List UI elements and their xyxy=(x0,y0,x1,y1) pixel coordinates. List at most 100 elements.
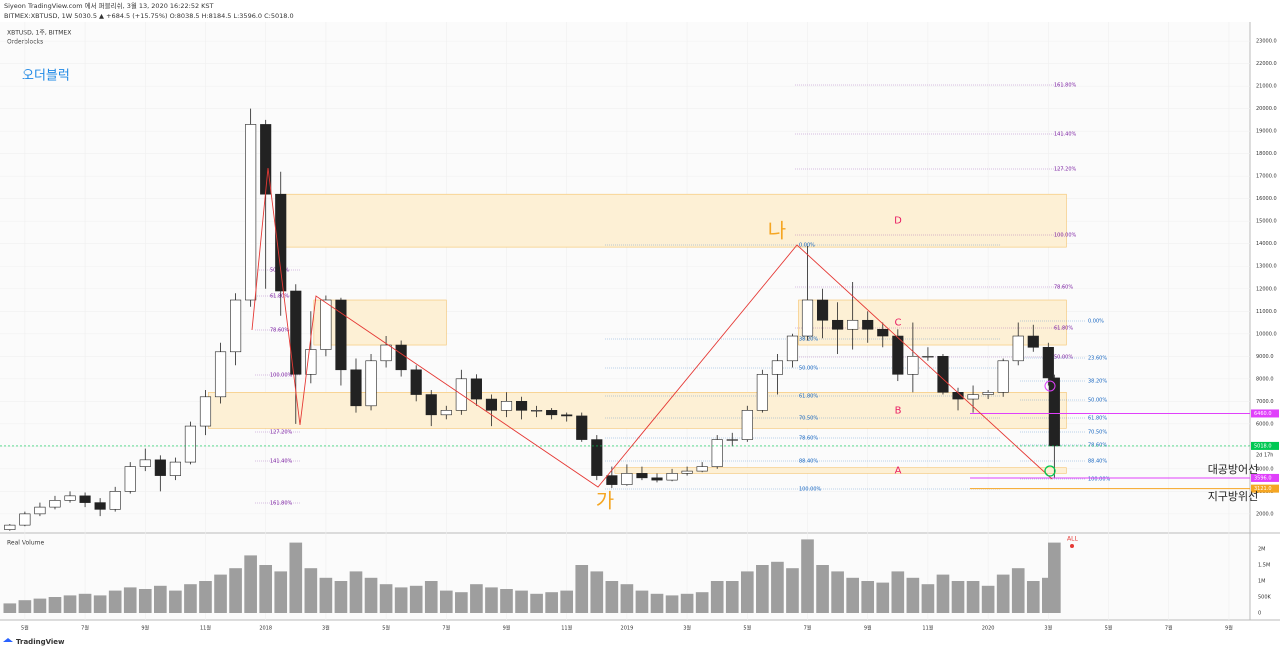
annotation: 지구방위선 xyxy=(1208,490,1259,503)
candle-body xyxy=(832,319,844,330)
volume-bar xyxy=(575,565,589,613)
candle-body xyxy=(741,410,753,440)
candle-body xyxy=(892,335,904,375)
badge-dot xyxy=(1070,544,1074,548)
volume-bar xyxy=(560,590,574,613)
y-tick-label: 15000.0 xyxy=(1256,219,1277,225)
candle-body xyxy=(771,360,783,375)
candle-body xyxy=(651,477,663,481)
candle-body xyxy=(1048,377,1060,447)
x-tick-label: 3월 xyxy=(1044,625,1052,632)
volume-bar xyxy=(334,581,348,613)
fib-label: 88.40% xyxy=(1088,459,1107,465)
volume-bar xyxy=(108,590,122,613)
volume-tick-label: 0 xyxy=(1258,611,1261,617)
fib-label: 61.80% xyxy=(270,294,289,300)
volume-bar xyxy=(620,584,634,613)
fib-label: 0.00% xyxy=(799,243,815,249)
y-tick-label: 11000.0 xyxy=(1256,309,1277,315)
volume-bar xyxy=(1026,581,1040,613)
fib-label: 161.80% xyxy=(1054,83,1076,89)
x-tick-label: 2020 xyxy=(982,626,995,632)
y-tick-label: 10000.0 xyxy=(1256,331,1277,337)
logo xyxy=(3,638,13,642)
y-tick-label: 16000.0 xyxy=(1256,196,1277,202)
x-tick-label: 7월 xyxy=(442,625,450,632)
volume-bar xyxy=(289,542,303,613)
volume-bar xyxy=(921,584,935,613)
candle-body xyxy=(214,351,227,398)
volume-bar xyxy=(33,598,47,613)
volume-badge: ALL xyxy=(1067,536,1078,543)
x-tick-label: 11월 xyxy=(200,625,211,632)
y-tick-label: 13000.0 xyxy=(1256,264,1277,270)
x-tick-label: 7월 xyxy=(81,625,89,632)
volume-bar xyxy=(349,571,363,613)
fib-label: 78.60% xyxy=(1088,443,1107,449)
candle-body xyxy=(184,425,197,463)
volume-bar xyxy=(18,600,32,613)
candle-body xyxy=(1042,346,1054,379)
candle-body xyxy=(666,473,678,481)
volume-bar xyxy=(3,603,17,613)
annotation: 나 xyxy=(768,219,786,243)
fib-label: 141.40% xyxy=(270,459,292,465)
volume-bar xyxy=(740,571,754,613)
volume-bar xyxy=(936,574,950,613)
y-tick-label: 18000.0 xyxy=(1256,151,1277,157)
fib-label: 61.80% xyxy=(1054,326,1073,332)
volume-bar xyxy=(138,589,152,613)
x-tick-label: 9월 xyxy=(503,625,511,632)
volume-bar xyxy=(771,561,784,613)
candle-body xyxy=(275,193,287,292)
price-tag-label: 5018.0 xyxy=(1254,443,1272,449)
volume-bar xyxy=(530,593,543,613)
candle-body xyxy=(907,355,919,375)
volume-bar xyxy=(846,577,859,613)
candle-body xyxy=(561,414,573,417)
volume-bar xyxy=(1048,542,1061,613)
volume-bar xyxy=(304,568,318,613)
volume-bar xyxy=(485,587,498,613)
volume-bar xyxy=(379,584,393,613)
x-tick-label: 5월 xyxy=(743,625,751,632)
y-tick-label: 20000.0 xyxy=(1256,106,1277,112)
candle-body xyxy=(4,524,16,530)
x-tick-label: 9월 xyxy=(864,625,872,632)
volume-bar xyxy=(996,574,1010,613)
x-tick-label: 11월 xyxy=(922,625,933,632)
x-tick-label: 2018 xyxy=(259,626,272,632)
volume-bar xyxy=(455,592,468,613)
x-tick-label: 5월 xyxy=(21,625,29,632)
candle-body xyxy=(410,369,422,395)
fib-label: 50.00% xyxy=(1054,355,1073,361)
volume-bar xyxy=(394,587,408,613)
order-block xyxy=(280,193,1067,248)
candle-body xyxy=(34,506,46,515)
candle-body xyxy=(711,439,723,467)
candle-body xyxy=(681,470,693,474)
candle-body xyxy=(937,355,949,393)
symbol: XBTUSD, 1주, BITMEX xyxy=(7,30,71,37)
candle-body xyxy=(606,475,618,485)
countdown: 2d 17h xyxy=(1256,453,1273,459)
x-tick-label: 9월 xyxy=(141,625,149,632)
candle-body xyxy=(967,394,979,400)
candle-body xyxy=(365,360,377,407)
candle-body xyxy=(786,335,799,362)
candle-body xyxy=(485,398,498,411)
volume-bar xyxy=(229,568,242,613)
symbol-line: BITMEX:XBTUSD, 1W 5030.5 ▲ +684.5 (+15.7… xyxy=(4,12,294,20)
volume-bar xyxy=(951,581,965,613)
volume-bar xyxy=(906,577,920,613)
candle-body xyxy=(260,124,272,195)
volume-bar xyxy=(515,590,528,613)
fib-label: 127.20% xyxy=(270,430,292,436)
volume-tick-label: 2M xyxy=(1258,547,1266,553)
volume-bar xyxy=(424,581,438,613)
candle-body xyxy=(470,378,482,400)
brand: TradingView xyxy=(16,638,65,646)
candle-body xyxy=(49,500,61,508)
volume-bar xyxy=(244,555,257,613)
